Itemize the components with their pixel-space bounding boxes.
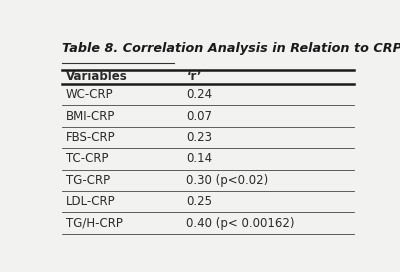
Text: WC-CRP: WC-CRP: [66, 88, 113, 101]
Text: 0.24: 0.24: [186, 88, 212, 101]
Text: 0.07: 0.07: [186, 110, 212, 123]
Text: 0.25: 0.25: [186, 195, 212, 208]
Text: 0.30 (p<0.02): 0.30 (p<0.02): [186, 174, 269, 187]
Text: FBS-CRP: FBS-CRP: [66, 131, 115, 144]
Text: TC-CRP: TC-CRP: [66, 152, 108, 165]
Text: TG/H-CRP: TG/H-CRP: [66, 217, 122, 230]
Text: BMI-CRP: BMI-CRP: [66, 110, 115, 123]
Text: TG-CRP: TG-CRP: [66, 174, 110, 187]
Text: Table 8. Correlation Analysis in Relation to CRP: Table 8. Correlation Analysis in Relatio…: [62, 42, 400, 55]
Text: 0.23: 0.23: [186, 131, 212, 144]
Text: Variables: Variables: [66, 70, 127, 83]
Text: ‘r’: ‘r’: [186, 70, 202, 83]
Text: 0.40 (p< 0.00162): 0.40 (p< 0.00162): [186, 217, 295, 230]
Text: LDL-CRP: LDL-CRP: [66, 195, 115, 208]
Text: 0.14: 0.14: [186, 152, 212, 165]
